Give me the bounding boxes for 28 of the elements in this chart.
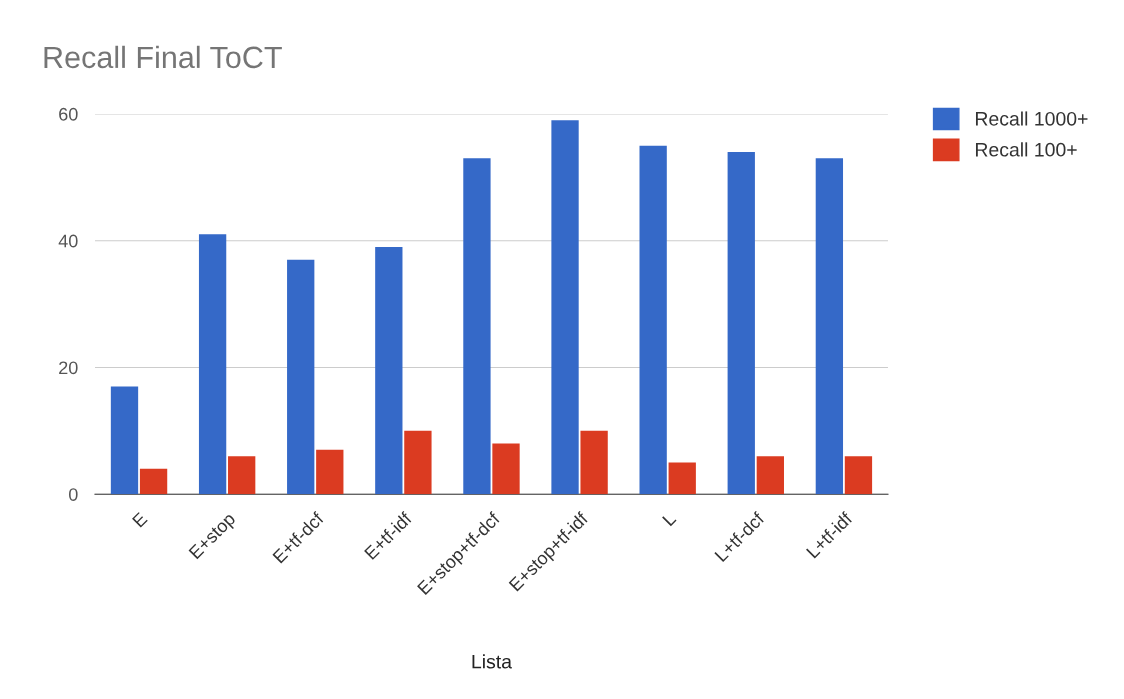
x-tick-label: L	[662, 511, 677, 527]
bar	[580, 430, 608, 495]
x-axis-title: Lista	[472, 654, 513, 669]
bar	[463, 158, 491, 495]
bar	[639, 145, 667, 495]
bar	[198, 234, 227, 495]
x-tick-label: E	[132, 511, 148, 528]
bar	[404, 430, 432, 495]
bar	[139, 468, 168, 495]
y-tick-label: 60	[59, 107, 78, 121]
bar	[287, 259, 315, 495]
bar	[228, 456, 256, 495]
bar	[727, 151, 755, 495]
bar	[815, 158, 844, 495]
bar	[316, 449, 344, 495]
legend-label: Recall 1000+	[975, 111, 1088, 126]
bar	[756, 456, 784, 495]
y-tick-label: 20	[59, 361, 78, 375]
chart-title: Recall Final ToCT	[44, 45, 282, 69]
bar	[492, 443, 520, 495]
legend-label: Recall 100+	[975, 142, 1077, 157]
bar	[668, 462, 696, 495]
bar	[844, 456, 873, 495]
y-tick-label: 0	[68, 488, 78, 501]
bar	[375, 247, 403, 495]
bar	[551, 120, 579, 495]
y-tick-label: 40	[58, 234, 78, 248]
bar	[110, 386, 139, 495]
